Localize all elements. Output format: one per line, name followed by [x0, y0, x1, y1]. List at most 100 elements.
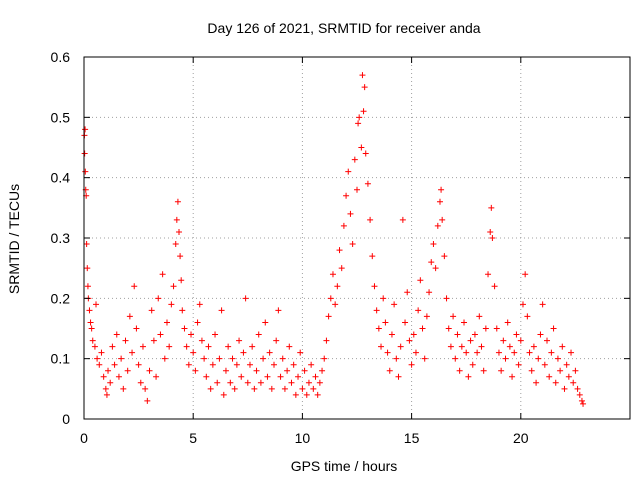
data-point — [260, 355, 267, 362]
data-point — [384, 349, 391, 356]
data-point — [530, 343, 537, 350]
data-point — [467, 337, 474, 344]
data-point — [415, 307, 422, 314]
data-point — [295, 373, 302, 380]
data-point — [439, 216, 446, 223]
data-point — [98, 349, 105, 356]
data-point — [142, 385, 149, 392]
data-point — [82, 168, 89, 175]
x-axis-ticks: 0 5 10 15 20 — [80, 57, 529, 446]
data-point — [135, 361, 142, 368]
data-point — [157, 331, 164, 338]
data-point — [526, 349, 533, 356]
data-point — [303, 391, 310, 398]
data-point — [308, 361, 315, 368]
grid-lines — [84, 57, 630, 419]
data-point — [212, 331, 219, 338]
y-tick-label: 0.6 — [51, 49, 71, 65]
data-point — [220, 391, 227, 398]
data-point — [515, 361, 522, 368]
data-point — [203, 373, 210, 380]
data-point — [458, 343, 465, 350]
data-point — [181, 325, 188, 332]
data-point — [410, 331, 417, 338]
data-point — [488, 204, 495, 211]
data-point — [111, 361, 118, 368]
data-point — [88, 325, 95, 332]
data-point — [432, 265, 439, 272]
data-point — [173, 216, 180, 223]
data-point — [205, 343, 212, 350]
data-point — [327, 295, 334, 302]
data-point — [349, 241, 356, 248]
data-point — [378, 343, 385, 350]
data-point — [131, 283, 138, 290]
data-point — [334, 283, 341, 290]
data-point — [550, 325, 557, 332]
data-point — [548, 349, 555, 356]
data-point — [367, 216, 374, 223]
data-point — [354, 186, 360, 193]
data-point — [150, 337, 157, 344]
data-point — [395, 373, 402, 380]
data-point — [133, 325, 140, 332]
data-point — [436, 198, 443, 205]
data-point — [316, 379, 323, 386]
data-point — [580, 400, 587, 407]
data-point — [443, 295, 450, 302]
data-point — [222, 367, 229, 374]
data-point — [480, 367, 487, 374]
data-point — [524, 313, 531, 320]
data-point — [454, 331, 461, 338]
data-point — [281, 385, 288, 392]
data-point — [89, 337, 96, 344]
data-point — [255, 331, 262, 338]
data-point — [129, 349, 136, 356]
data-point — [359, 72, 366, 79]
data-point — [563, 361, 570, 368]
data-point — [179, 307, 186, 314]
data-point — [498, 367, 505, 374]
data-point — [139, 343, 146, 350]
data-point — [447, 343, 454, 350]
data-point — [168, 301, 175, 308]
data-point — [546, 373, 553, 380]
data-point — [292, 391, 299, 398]
y-tick-label: 0.2 — [51, 290, 71, 306]
data-point — [297, 349, 304, 356]
data-point — [570, 379, 577, 386]
data-point — [386, 367, 393, 374]
data-point — [82, 126, 89, 133]
data-point — [419, 325, 426, 332]
data-point — [382, 319, 389, 326]
data-point — [351, 156, 358, 163]
data-point — [233, 361, 240, 368]
y-tick-label: 0 — [62, 411, 70, 427]
data-point — [565, 373, 572, 380]
data-point — [166, 343, 173, 350]
data-point — [408, 361, 415, 368]
data-point — [323, 337, 330, 344]
data-point — [364, 180, 371, 187]
data-point — [118, 355, 125, 362]
data-point — [194, 319, 201, 326]
data-point — [100, 373, 107, 380]
data-point — [371, 283, 378, 290]
data-point — [361, 84, 368, 91]
data-point — [537, 331, 544, 338]
data-point — [201, 355, 208, 362]
data-point — [552, 379, 559, 386]
y-tick-label: 0.4 — [51, 170, 71, 186]
y-axis-ticks: 0 0.1 0.2 0.3 0.4 0.5 0.6 — [51, 49, 630, 427]
data-point — [509, 373, 516, 380]
data-point — [198, 337, 205, 344]
data-point — [544, 337, 551, 344]
data-point — [491, 283, 498, 290]
data-point — [355, 120, 362, 127]
data-point — [183, 343, 190, 350]
data-point — [336, 247, 343, 254]
data-point — [369, 253, 376, 260]
data-point — [246, 361, 253, 368]
data-point — [277, 373, 284, 380]
x-tick-label: 5 — [189, 430, 197, 446]
